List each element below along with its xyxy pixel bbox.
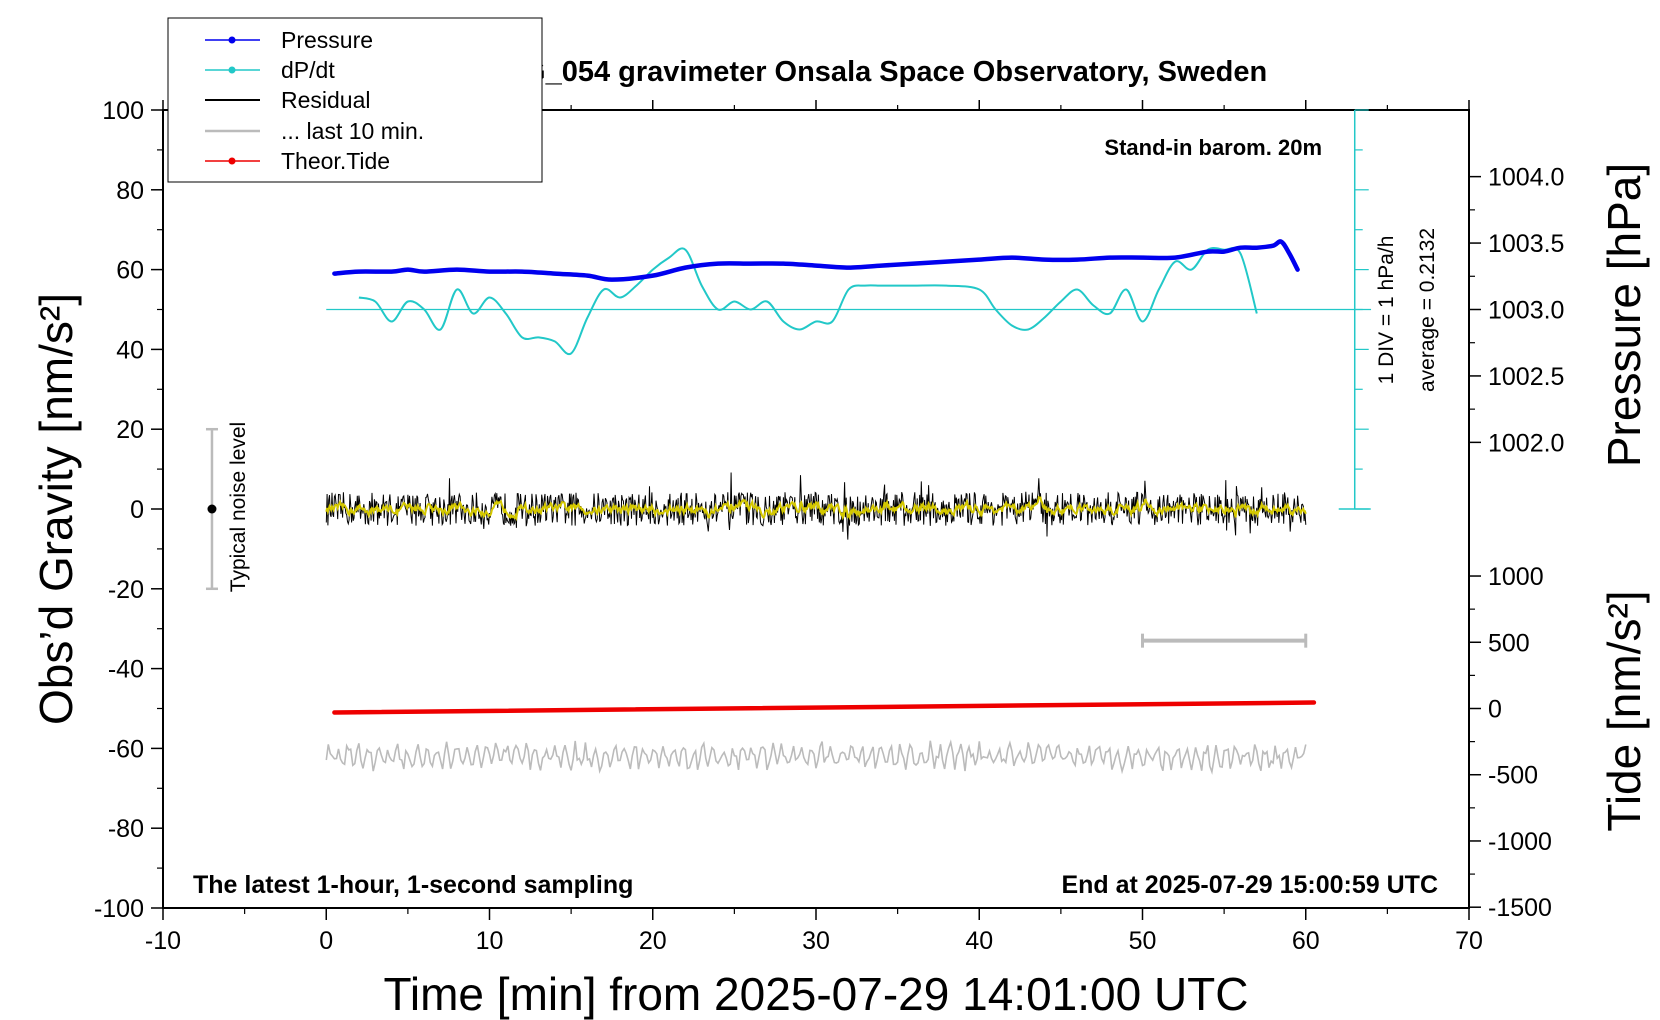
pressure-tick-label: 1003.5 <box>1488 230 1564 258</box>
legend-label-last10: ... last 10 min. <box>281 118 424 144</box>
pressure-line <box>332 239 1300 282</box>
axis-ticks: -10 0 10 20 30 40 50 60 70100806040200-20-40-60-… <box>94 97 1565 955</box>
y-axis-label-left: Obs’d Gravity [nm/s²] <box>30 293 82 725</box>
y-axis-label-pressure: Pressure [hPa] <box>1598 163 1650 467</box>
noise-label: Typical noise level <box>227 422 250 592</box>
x-tick-label: 30 <box>802 927 830 955</box>
legend-item-dpdt: dP/dt <box>205 57 335 83</box>
x-axis-label: Time [min] from 2025-07-29 14:01:00 UTC <box>384 968 1249 1020</box>
tide-line <box>332 700 1317 715</box>
end-time-note: End at 2025-07-29 15:00:59 UTC <box>1061 871 1438 899</box>
sampling-note: The latest 1-hour, 1-second sampling <box>193 871 633 899</box>
x-tick-label: 0 <box>319 927 333 955</box>
legend-item-pressure: Pressure <box>205 27 373 53</box>
legend-label-dpdt: dP/dt <box>281 57 335 83</box>
residual-line <box>325 472 1307 540</box>
residual-smoothed-line <box>325 495 1307 522</box>
y-tick-label: -80 <box>108 815 144 843</box>
y-tick-label: 0 <box>130 496 144 524</box>
legend: Pressure dP/dt Residual ... last 10 min.… <box>167 17 543 183</box>
pressure-tick-label: 1004.0 <box>1488 164 1564 192</box>
legend-label-residual: Residual <box>281 87 371 113</box>
x-tick-label: -10 <box>145 927 181 955</box>
legend-item-tide: Theor.Tide <box>205 148 390 174</box>
y-tick-label: 20 <box>116 416 144 444</box>
pressure-tick-label: 1002.5 <box>1488 363 1564 391</box>
legend-label-tide: Theor.Tide <box>281 148 390 174</box>
y-axis-label-tide: Tide [nm/s²] <box>1598 590 1650 831</box>
x-tick-label: 70 <box>1455 927 1483 955</box>
y-tick-label: -20 <box>108 576 144 604</box>
last10-trace <box>325 739 1307 775</box>
data-series <box>205 109 1372 775</box>
legend-item-last10: ... last 10 min. <box>205 118 424 144</box>
y-tick-label: -60 <box>108 735 144 763</box>
y-tick-label: 100 <box>102 97 144 125</box>
tide-tick-label: 1000 <box>1488 563 1544 591</box>
div-note: 1 DIV = 1 hPa/h <box>1375 236 1398 385</box>
noise-point <box>207 504 217 514</box>
y-tick-label: 40 <box>116 336 144 364</box>
x-tick-label: 60 <box>1292 927 1320 955</box>
tide-tick-label: -1500 <box>1488 894 1552 922</box>
tide-tick-label: -500 <box>1488 762 1538 790</box>
y-tick-label: -40 <box>108 656 144 684</box>
tide-tick-label: 0 <box>1488 696 1502 724</box>
legend-item-residual: Residual <box>205 87 371 113</box>
stand-in-note: Stand-in barom. 20m <box>1104 135 1322 160</box>
y-tick-label: -100 <box>94 895 144 923</box>
x-tick-label: 10 <box>476 927 504 955</box>
tide-tick-label: 500 <box>1488 629 1530 657</box>
chart-title: SCG_054 gravimeter Onsala Space Observat… <box>483 56 1267 88</box>
x-tick-label: 40 <box>965 927 993 955</box>
pressure-tick-label: 1002.0 <box>1488 429 1564 457</box>
y-tick-label: 60 <box>116 257 144 285</box>
pressure-tick-label: 1003.0 <box>1488 297 1564 325</box>
tide-tick-label: -1000 <box>1488 828 1552 856</box>
dpdt-line <box>358 246 1258 356</box>
x-tick-label: 20 <box>639 927 667 955</box>
legend-label-pressure: Pressure <box>281 27 373 53</box>
x-tick-label: 50 <box>1129 927 1157 955</box>
y-tick-label: 80 <box>116 177 144 205</box>
average-note: average = 0.2132 <box>1416 228 1439 392</box>
